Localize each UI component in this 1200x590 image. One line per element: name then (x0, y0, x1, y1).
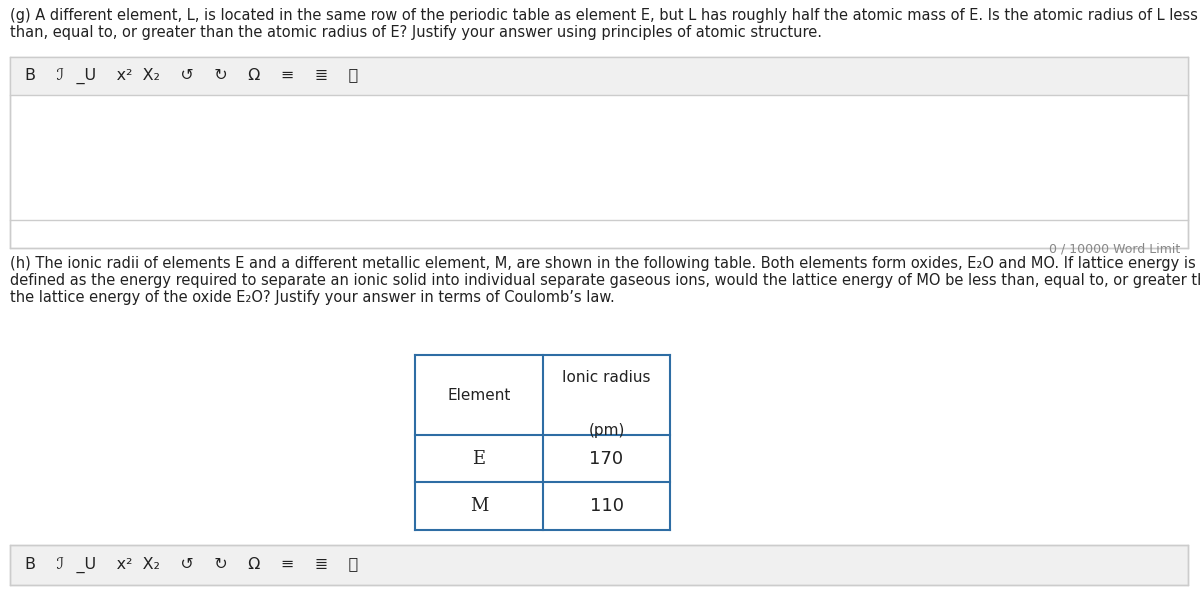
Text: Ionic radius: Ionic radius (563, 370, 650, 385)
Text: M: M (470, 497, 488, 515)
Text: (pm): (pm) (588, 423, 625, 438)
Text: B    ℐ    ̲U    x²  X₂    ↺    ↻    Ω    ≡    ≣    🖼: B ℐ ̲U x² X₂ ↺ ↻ Ω ≡ ≣ 🖼 (25, 557, 359, 573)
Bar (10, 545, 1188, 585)
Text: 110: 110 (589, 497, 624, 515)
Bar (415, 355, 670, 530)
Text: the lattice energy of the oxide E₂O? Justify your answer in terms of Coulomb’s l: the lattice energy of the oxide E₂O? Jus… (10, 290, 614, 305)
Text: 0 / 10000 Word Limit: 0 / 10000 Word Limit (1049, 243, 1180, 256)
Text: E: E (473, 450, 486, 467)
Text: Element: Element (448, 388, 511, 402)
Bar (10, 57, 1188, 95)
Text: B    ℐ    ̲U    x²  X₂    ↺    ↻    Ω    ≡    ≣    🖼: B ℐ ̲U x² X₂ ↺ ↻ Ω ≡ ≣ 🖼 (25, 68, 359, 84)
Text: (h) The ionic radii of elements E and a different metallic element, M, are shown: (h) The ionic radii of elements E and a … (10, 256, 1195, 271)
Text: 170: 170 (589, 450, 624, 467)
Text: defined as the energy required to separate an ionic solid into individual separa: defined as the energy required to separa… (10, 273, 1200, 288)
Text: than, equal to, or greater than the atomic radius of E? Justify your answer usin: than, equal to, or greater than the atom… (10, 25, 822, 40)
Text: (g) A different element, L, is located in the same row of the periodic table as : (g) A different element, L, is located i… (10, 8, 1198, 23)
Bar (10, 57, 1188, 248)
